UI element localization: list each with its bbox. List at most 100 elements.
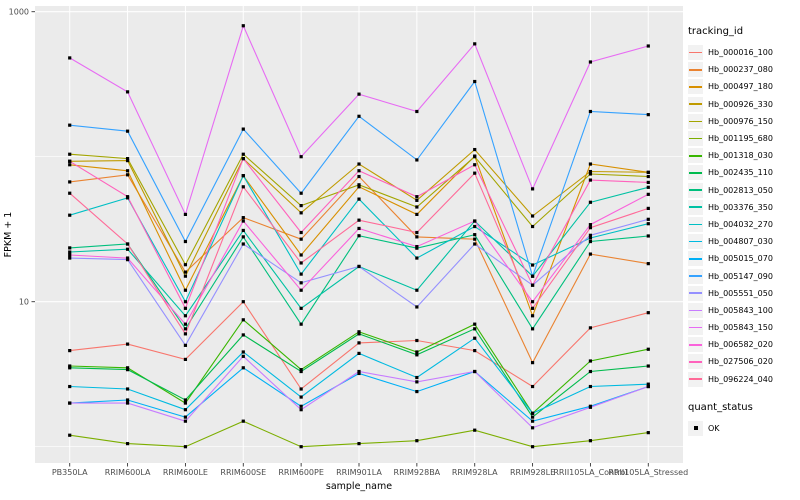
series-line-icon (689, 292, 702, 294)
data-point (299, 253, 303, 257)
series-line-icon (689, 51, 702, 54)
data-point (473, 349, 477, 353)
data-point (646, 113, 650, 117)
data-point (357, 264, 361, 269)
legend: tracking_id Hb_000016_100 Hb_000237_080 Hb… (688, 26, 800, 437)
data-point (299, 306, 303, 310)
data-point (241, 235, 245, 239)
data-point (415, 244, 419, 249)
data-point (68, 56, 72, 60)
data-point (68, 163, 72, 167)
data-point (68, 180, 72, 184)
series-color-key (688, 302, 703, 318)
x-tick-label: RRIM928BA (394, 468, 441, 477)
series-color-key (688, 199, 703, 215)
data-point (68, 366, 72, 370)
data-point (125, 442, 130, 446)
data-point (646, 222, 650, 226)
data-point (125, 366, 130, 370)
data-point (241, 228, 245, 233)
legend-item-Hb_000926_330: Hb_000926_330 (688, 96, 800, 113)
data-point (646, 170, 650, 174)
data-point (183, 415, 188, 419)
data-point (646, 311, 650, 315)
data-point (646, 44, 650, 48)
data-point (68, 250, 72, 254)
data-point (530, 300, 535, 304)
data-point (646, 174, 650, 179)
data-point (183, 401, 188, 405)
data-point (473, 219, 477, 223)
series-color-key (688, 165, 703, 181)
data-point (183, 239, 188, 244)
x-tick-label: RRIM600SE (220, 468, 266, 477)
data-point (646, 217, 650, 221)
data-point (68, 364, 72, 368)
series-color-key (688, 354, 703, 370)
data-point (588, 405, 593, 409)
data-point (183, 408, 188, 412)
data-point (125, 256, 130, 260)
data-point (299, 281, 303, 285)
data-point (415, 109, 419, 114)
data-point (68, 191, 72, 195)
data-point (473, 147, 477, 152)
data-point (183, 300, 188, 304)
series-color-key (688, 234, 703, 250)
y-tick-label: 1000 (9, 8, 29, 17)
data-point (68, 213, 72, 217)
data-point (299, 387, 303, 391)
data-point (415, 158, 419, 162)
data-point (415, 375, 419, 380)
data-point (241, 419, 245, 423)
data-point (241, 127, 245, 131)
x-tick-label: RRIM928LE (510, 468, 555, 477)
legend-item-Hb_005015_070: Hb_005015_070 (688, 250, 800, 267)
y-tick-label: 10 (19, 298, 29, 307)
legend-item-label: Hb_000016_100 (708, 48, 773, 58)
data-point (415, 389, 419, 394)
data-point (357, 92, 361, 96)
legend-item-label: Hb_027506_020 (708, 357, 773, 367)
data-point (646, 180, 650, 184)
data-point (415, 205, 419, 209)
series-color-key (688, 285, 703, 301)
legend-item-Hb_027506_020: Hb_027506_020 (688, 353, 800, 370)
data-point (125, 342, 130, 346)
legend-item-label: Hb_004032_270 (708, 219, 773, 229)
series-line-icon (689, 240, 702, 243)
series-color-key (688, 251, 703, 267)
legend-title-tracking-id: tracking_id (688, 26, 744, 37)
legend-item-label: Hb_005015_070 (708, 254, 773, 264)
data-point (125, 195, 130, 199)
data-point (588, 226, 593, 230)
data-point (646, 192, 650, 196)
data-point (241, 318, 245, 322)
data-point (588, 369, 593, 374)
legend-item-label: Hb_000976_150 (708, 116, 773, 126)
data-point (357, 162, 361, 166)
series-line-icon (689, 326, 702, 329)
data-point (415, 235, 419, 239)
data-point (241, 174, 245, 178)
series-line-icon (689, 86, 702, 88)
data-point (588, 223, 593, 227)
legend-item-label: Hb_096224_040 (708, 374, 773, 384)
legend-item-Hb_003376_350: Hb_003376_350 (688, 199, 800, 216)
data-point (68, 152, 72, 156)
series-line-icon (689, 103, 702, 105)
data-point (357, 185, 361, 189)
legend-item-label: Hb_005551_050 (708, 288, 773, 298)
data-point (299, 404, 303, 408)
x-tick-label: RRIM600PE (278, 468, 324, 477)
series-line-icon (689, 68, 702, 71)
data-point (68, 401, 72, 405)
data-point (415, 230, 419, 235)
legend-item-Hb_000237_080: Hb_000237_080 (688, 61, 800, 78)
data-point (299, 369, 303, 374)
legend-item-label: Hb_001318_030 (708, 151, 773, 161)
series-line-icon (689, 361, 702, 363)
data-point (183, 263, 188, 267)
legend-item-Hb_000497_180: Hb_000497_180 (688, 78, 800, 95)
data-point (588, 252, 593, 256)
